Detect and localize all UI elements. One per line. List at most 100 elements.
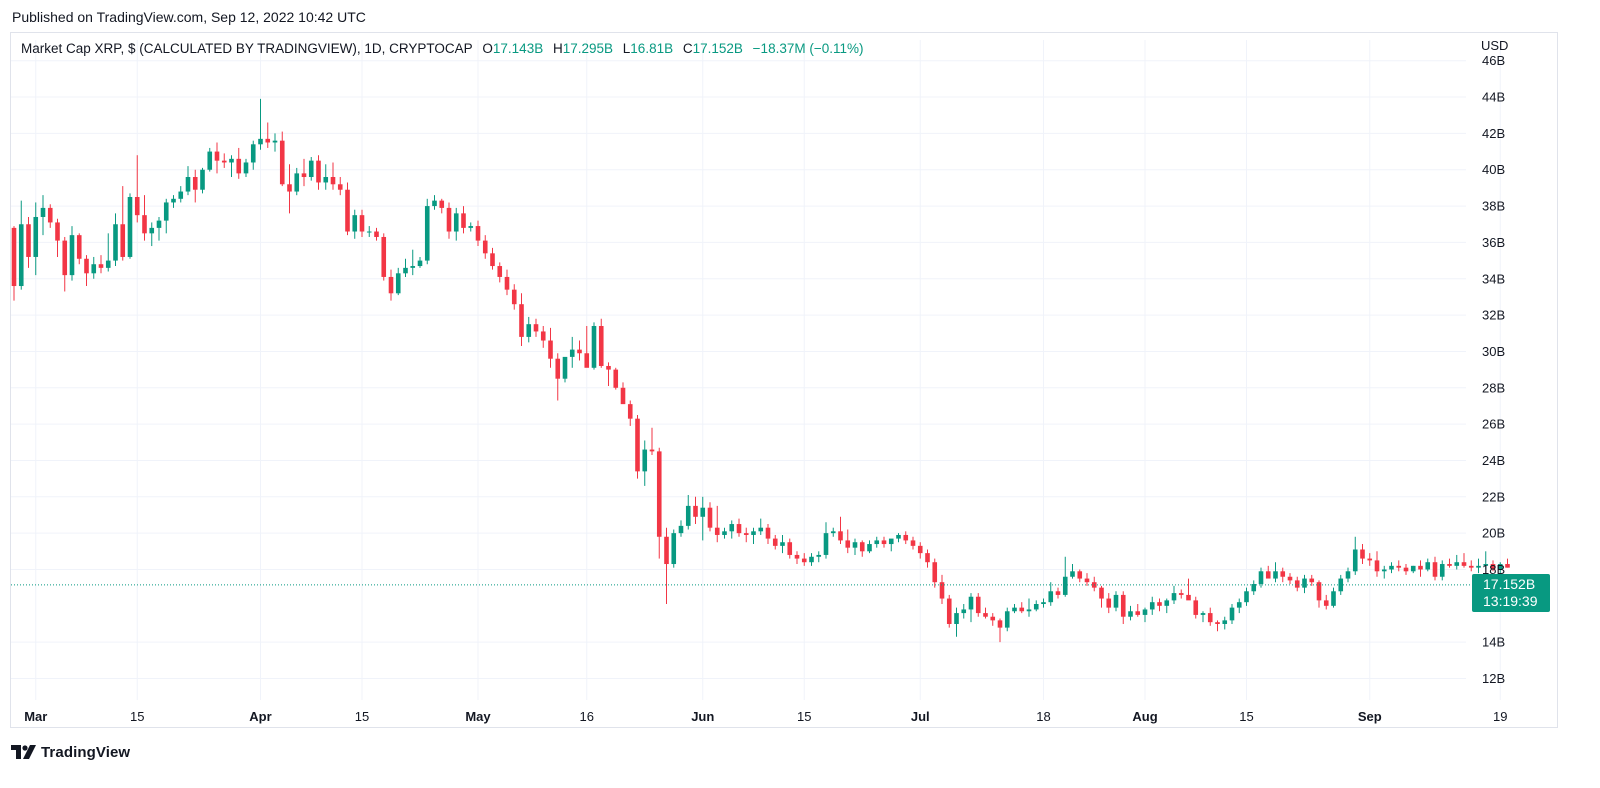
candle[interactable]	[809, 553, 814, 566]
candle[interactable]	[1265, 565, 1271, 579]
candle[interactable]	[1294, 576, 1300, 592]
candle[interactable]	[1077, 569, 1083, 583]
candle[interactable]	[432, 195, 437, 210]
candle[interactable]	[504, 269, 510, 296]
candle[interactable]	[1120, 591, 1126, 624]
candle[interactable]	[526, 316, 532, 343]
candle[interactable]	[1207, 607, 1213, 626]
candle[interactable]	[946, 594, 952, 628]
candle[interactable]	[113, 213, 118, 267]
candle[interactable]	[772, 534, 778, 550]
candle[interactable]	[229, 155, 234, 178]
candle[interactable]	[381, 233, 387, 281]
candle[interactable]	[26, 216, 31, 268]
candle[interactable]	[910, 536, 916, 550]
candle[interactable]	[548, 327, 553, 368]
candle[interactable]	[685, 494, 691, 530]
candle[interactable]	[1418, 560, 1423, 577]
candle[interactable]	[388, 269, 394, 301]
candle[interactable]	[1215, 620, 1220, 632]
candle[interactable]	[1403, 564, 1409, 575]
candle[interactable]	[787, 538, 793, 559]
candle[interactable]	[98, 255, 104, 274]
candle[interactable]	[1026, 598, 1032, 617]
candle[interactable]	[1135, 604, 1141, 617]
candle[interactable]	[1323, 594, 1329, 610]
currency-label[interactable]: USD	[1481, 38, 1509, 53]
candle[interactable]	[301, 158, 307, 187]
candle[interactable]	[656, 447, 662, 559]
candle[interactable]	[156, 216, 162, 241]
candle[interactable]	[569, 336, 575, 368]
candle[interactable]	[243, 158, 249, 178]
candle[interactable]	[149, 222, 155, 247]
candle[interactable]	[1048, 582, 1054, 606]
candle[interactable]	[345, 182, 350, 236]
candle[interactable]	[1186, 578, 1191, 601]
candle[interactable]	[1099, 585, 1104, 608]
candle[interactable]	[55, 218, 60, 257]
candle[interactable]	[1157, 598, 1162, 612]
candle[interactable]	[1331, 587, 1336, 608]
candle[interactable]	[606, 362, 611, 386]
candle[interactable]	[142, 195, 147, 241]
candle[interactable]	[990, 613, 996, 626]
candle[interactable]	[613, 367, 619, 390]
candle[interactable]	[917, 542, 923, 559]
candle[interactable]	[475, 220, 481, 247]
candle[interactable]	[1468, 560, 1474, 572]
candle[interactable]	[635, 415, 640, 479]
candle[interactable]	[642, 440, 648, 486]
candle[interactable]	[693, 496, 698, 525]
candle[interactable]	[888, 538, 894, 552]
candle[interactable]	[932, 558, 938, 588]
candle[interactable]	[91, 256, 97, 279]
candle[interactable]	[1483, 551, 1489, 570]
candle[interactable]	[192, 169, 198, 203]
candle[interactable]	[439, 198, 445, 214]
candle[interactable]	[1302, 574, 1307, 594]
candle[interactable]	[1309, 574, 1315, 586]
candle[interactable]	[823, 522, 829, 559]
candle[interactable]	[867, 540, 872, 554]
candle[interactable]	[1091, 576, 1097, 592]
candle[interactable]	[265, 122, 271, 148]
candle[interactable]	[649, 427, 655, 456]
candle[interactable]	[1374, 551, 1380, 577]
candle[interactable]	[47, 204, 53, 228]
candle[interactable]	[968, 593, 974, 623]
candle[interactable]	[134, 155, 140, 223]
candle[interactable]	[758, 518, 764, 535]
candle[interactable]	[859, 540, 865, 557]
candle[interactable]	[1149, 596, 1155, 615]
candle[interactable]	[1490, 560, 1496, 572]
candle[interactable]	[751, 527, 756, 545]
candle[interactable]	[1352, 536, 1358, 575]
candle[interactable]	[279, 131, 285, 187]
candle[interactable]	[1106, 593, 1112, 614]
candle[interactable]	[461, 206, 466, 234]
candle[interactable]	[1461, 553, 1467, 568]
candle[interactable]	[903, 531, 909, 545]
candle[interactable]	[352, 209, 358, 239]
candle[interactable]	[163, 198, 169, 234]
candle[interactable]	[1497, 562, 1503, 574]
candle[interactable]	[1041, 598, 1046, 608]
candle[interactable]	[323, 164, 329, 190]
candle[interactable]	[1070, 564, 1075, 579]
candle[interactable]	[69, 226, 75, 281]
candle[interactable]	[395, 267, 401, 296]
candle[interactable]	[1236, 598, 1242, 614]
candle[interactable]	[403, 258, 408, 277]
candle[interactable]	[374, 227, 379, 241]
candle[interactable]	[453, 207, 459, 241]
candle[interactable]	[736, 518, 742, 537]
candle[interactable]	[591, 322, 597, 370]
candle[interactable]	[200, 167, 205, 194]
candle[interactable]	[983, 607, 988, 619]
candle[interactable]	[18, 200, 24, 290]
candle[interactable]	[207, 147, 213, 172]
candle[interactable]	[497, 262, 503, 283]
candle[interactable]	[729, 520, 735, 539]
candle[interactable]	[1381, 565, 1387, 579]
